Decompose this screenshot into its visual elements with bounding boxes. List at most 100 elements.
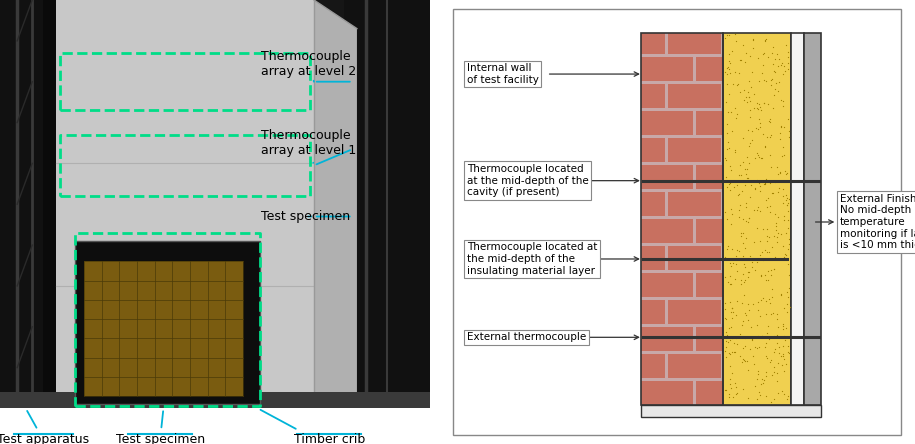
Point: [735, 299, 749, 306]
Point: [722, 145, 737, 152]
Point: [780, 396, 794, 403]
Point: [730, 82, 745, 89]
Point: [750, 333, 765, 340]
Point: [759, 238, 774, 245]
Point: [770, 87, 785, 94]
Point: [769, 79, 783, 86]
Point: [758, 36, 772, 44]
Point: [774, 230, 789, 238]
Bar: [696, 165, 723, 189]
Point: [722, 58, 737, 65]
Point: [758, 344, 772, 351]
Text: Test apparatus: Test apparatus: [0, 411, 89, 444]
Text: Timber crib
heat source: Timber crib heat source: [261, 410, 366, 444]
Point: [733, 161, 748, 168]
Text: Thermocouple
array at level 2: Thermocouple array at level 2: [261, 50, 356, 82]
Bar: [696, 111, 723, 135]
Point: [738, 58, 753, 65]
Point: [767, 233, 781, 240]
Point: [736, 356, 750, 363]
Point: [729, 383, 744, 390]
Point: [770, 238, 784, 246]
Bar: [640, 327, 694, 351]
Point: [723, 280, 737, 287]
Point: [754, 272, 769, 279]
Point: [760, 53, 775, 60]
Point: [722, 90, 737, 97]
Point: [745, 136, 759, 143]
Point: [777, 253, 791, 260]
Point: [733, 233, 748, 240]
Point: [777, 152, 791, 159]
Point: [768, 85, 782, 92]
Point: [770, 334, 784, 341]
Bar: [640, 273, 694, 297]
Point: [727, 308, 741, 315]
Point: [717, 386, 732, 393]
Point: [743, 98, 758, 105]
Point: [753, 297, 768, 304]
Point: [720, 129, 735, 136]
Point: [734, 56, 748, 63]
Point: [742, 77, 757, 84]
Point: [767, 369, 781, 376]
Point: [719, 245, 734, 252]
Point: [780, 293, 795, 300]
Point: [721, 243, 736, 250]
Point: [772, 135, 787, 143]
Point: [763, 299, 778, 306]
Point: [756, 226, 770, 233]
Point: [723, 350, 737, 357]
Bar: [640, 138, 665, 162]
Point: [755, 376, 770, 383]
Point: [749, 206, 764, 214]
Point: [742, 53, 757, 60]
Point: [740, 218, 755, 225]
Point: [770, 189, 785, 196]
Point: [762, 358, 777, 365]
Point: [759, 354, 774, 361]
Point: [723, 162, 737, 169]
Point: [720, 32, 735, 39]
Point: [760, 101, 775, 108]
Point: [725, 349, 739, 356]
Bar: [56, 0, 314, 408]
Point: [739, 203, 754, 210]
Point: [770, 170, 785, 177]
Point: [764, 163, 779, 170]
Point: [737, 342, 752, 349]
Point: [744, 324, 759, 331]
Point: [721, 32, 736, 39]
Point: [753, 119, 768, 126]
Point: [725, 335, 739, 342]
Point: [780, 392, 795, 400]
Point: [763, 357, 778, 364]
Bar: [75, 241, 260, 404]
Point: [759, 196, 773, 203]
Point: [773, 123, 788, 130]
Text: Thermocouple
array at level 1: Thermocouple array at level 1: [261, 129, 356, 163]
Point: [733, 353, 748, 360]
Point: [754, 333, 769, 340]
Point: [729, 341, 744, 348]
Point: [748, 184, 762, 191]
Point: [729, 390, 744, 397]
Point: [728, 349, 743, 356]
Bar: [640, 354, 665, 378]
Point: [726, 393, 740, 400]
Point: [770, 332, 785, 339]
Point: [751, 152, 766, 159]
Point: [726, 80, 740, 87]
Point: [720, 80, 735, 87]
Point: [759, 297, 773, 304]
Point: [750, 149, 765, 156]
Point: [727, 255, 741, 262]
Bar: [696, 327, 723, 351]
Bar: [640, 246, 665, 270]
Point: [753, 272, 768, 279]
Point: [776, 102, 791, 109]
Text: Internal wall
of test facility: Internal wall of test facility: [467, 63, 539, 85]
Point: [723, 59, 737, 66]
Point: [756, 256, 770, 263]
Point: [759, 329, 774, 337]
